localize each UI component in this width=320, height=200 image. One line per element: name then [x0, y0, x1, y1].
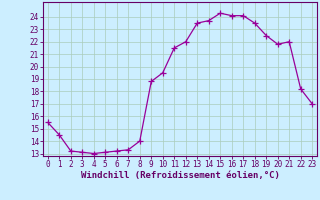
X-axis label: Windchill (Refroidissement éolien,°C): Windchill (Refroidissement éolien,°C): [81, 171, 279, 180]
